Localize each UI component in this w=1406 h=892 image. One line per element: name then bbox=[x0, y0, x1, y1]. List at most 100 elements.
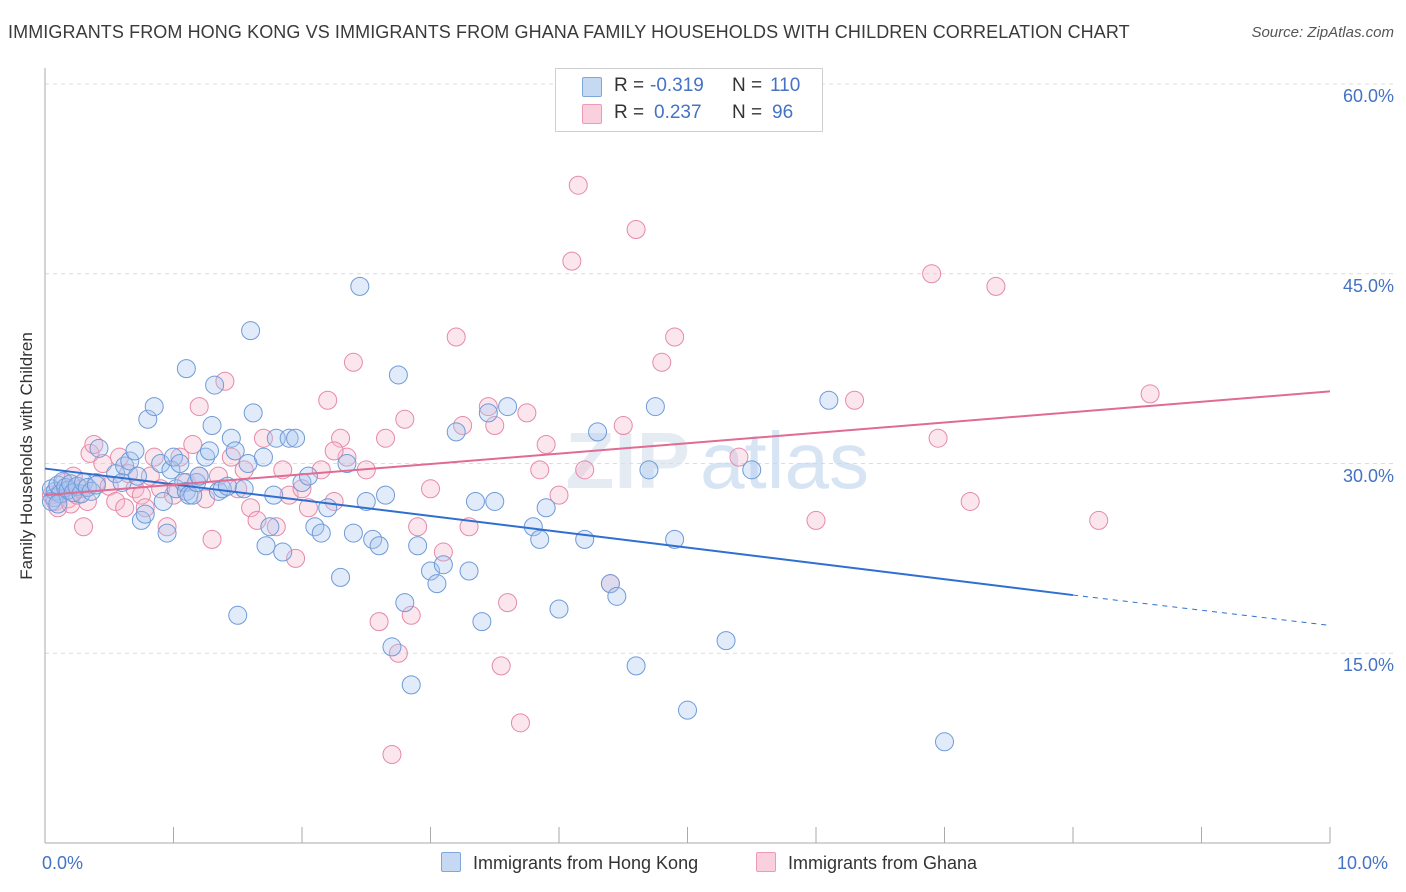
data-point-hongkong bbox=[819, 390, 839, 410]
data-point-hongkong bbox=[144, 397, 164, 417]
data-point-hongkong bbox=[665, 529, 685, 549]
data-point-hongkong bbox=[286, 428, 306, 448]
x-tick-label-min: 0.0% bbox=[42, 853, 84, 873]
data-point-hongkong bbox=[935, 732, 954, 752]
data-point-hongkong bbox=[311, 523, 331, 543]
y-tick-label: 30.0% bbox=[1342, 465, 1394, 486]
legend-swatch-hongkong bbox=[582, 77, 602, 97]
data-point-hongkong bbox=[115, 456, 135, 476]
data-point-hongkong bbox=[716, 631, 736, 651]
legend-n-label: N = bbox=[732, 75, 763, 96]
x-tick-label-max: 10.0% bbox=[1337, 853, 1389, 873]
data-point-hongkong bbox=[549, 599, 569, 619]
data-point-hongkong bbox=[170, 454, 190, 473]
data-point-ghana bbox=[376, 428, 396, 448]
data-point-hongkong bbox=[331, 567, 351, 587]
trend-line-hongkong-extension bbox=[1072, 594, 1331, 626]
data-point-ghana bbox=[395, 409, 415, 429]
data-point-hongkong bbox=[298, 466, 318, 486]
data-point-ghana bbox=[93, 454, 113, 473]
bottom-legend-hongkong: Immigrants from Hong Kong bbox=[441, 852, 698, 874]
data-point-ghana bbox=[408, 517, 428, 537]
data-point-ghana bbox=[331, 428, 351, 448]
data-point-ghana bbox=[960, 491, 980, 511]
data-point-ghana bbox=[1140, 384, 1160, 404]
data-point-hongkong bbox=[498, 397, 518, 417]
data-point-ghana bbox=[549, 485, 569, 505]
data-point-ghana bbox=[498, 593, 518, 613]
data-point-hongkong bbox=[199, 441, 219, 461]
legend-swatch-ghana bbox=[582, 104, 602, 124]
data-point-ghana bbox=[986, 276, 1006, 296]
data-point-hongkong bbox=[153, 491, 173, 511]
data-point-ghana bbox=[510, 713, 530, 733]
legend-n-label: N = bbox=[732, 102, 763, 123]
data-point-hongkong bbox=[459, 561, 479, 581]
data-point-hongkong bbox=[202, 416, 222, 436]
data-point-hongkong bbox=[626, 656, 646, 676]
axes bbox=[44, 68, 1331, 844]
data-point-ghana bbox=[84, 435, 104, 455]
trend-lines bbox=[44, 390, 1331, 626]
data-point-ghana bbox=[845, 390, 865, 410]
data-point-hongkong bbox=[128, 466, 148, 486]
data-point-ghana bbox=[652, 352, 672, 372]
data-point-hongkong bbox=[138, 409, 158, 429]
bottom-legend-swatch-hongkong bbox=[441, 852, 461, 872]
data-point-hongkong bbox=[465, 491, 485, 511]
data-point-hongkong bbox=[221, 428, 241, 448]
data-point-ghana bbox=[157, 517, 177, 537]
data-point-ghana bbox=[401, 605, 421, 625]
data-point-hongkong bbox=[395, 593, 415, 613]
bottom-legend-swatch-ghana bbox=[756, 852, 776, 872]
data-point-ghana bbox=[343, 352, 363, 372]
data-point-ghana bbox=[729, 447, 749, 467]
data-point-hongkong bbox=[401, 675, 421, 695]
data-point-ghana bbox=[382, 744, 402, 764]
legend-r-value: -0.319 bbox=[650, 75, 704, 96]
data-point-ghana bbox=[131, 485, 151, 505]
legend-r-value: 0.237 bbox=[654, 102, 702, 123]
data-point-hongkong bbox=[427, 574, 447, 594]
series-ghana bbox=[41, 175, 1160, 764]
correlation-legend: R = -0.319 N = 110 R = 0.237 N = 96 bbox=[555, 68, 823, 132]
data-point-hongkong bbox=[337, 454, 357, 473]
data-point-ghana bbox=[1089, 510, 1109, 530]
bottom-legend-ghana: Immigrants from Ghana bbox=[756, 852, 977, 874]
legend-n-value: 110 bbox=[770, 75, 801, 96]
data-point-hongkong bbox=[376, 485, 396, 505]
data-point-ghana bbox=[318, 390, 338, 410]
data-point-ghana bbox=[806, 510, 826, 530]
data-point-hongkong bbox=[253, 447, 273, 467]
data-point-ghana bbox=[241, 498, 261, 518]
data-point-ghana bbox=[536, 435, 556, 455]
data-point-hongkong bbox=[678, 700, 697, 720]
legend-n-value: 96 bbox=[772, 102, 794, 123]
data-point-hongkong bbox=[742, 460, 762, 480]
data-point-hongkong bbox=[225, 441, 245, 461]
data-point-hongkong bbox=[639, 460, 659, 480]
data-point-hongkong bbox=[478, 403, 498, 423]
data-point-hongkong bbox=[86, 475, 106, 495]
watermark-atlas: atlas bbox=[700, 416, 869, 505]
data-point-hongkong bbox=[205, 375, 225, 395]
data-point-ghana bbox=[491, 656, 511, 676]
bottom-legend-label-hongkong: Immigrants from Hong Kong bbox=[473, 853, 699, 873]
data-point-hongkong bbox=[48, 494, 68, 514]
data-point-hongkong bbox=[234, 479, 254, 499]
data-point-ghana bbox=[115, 498, 135, 518]
data-point-hongkong bbox=[343, 523, 363, 543]
data-point-hongkong bbox=[607, 586, 627, 606]
data-point-ghana bbox=[626, 219, 646, 239]
data-point-hongkong bbox=[530, 529, 550, 549]
watermark: ZIP atlas bbox=[566, 416, 869, 505]
data-point-ghana bbox=[575, 460, 595, 480]
data-point-ghana bbox=[202, 529, 222, 549]
data-point-hongkong bbox=[89, 438, 109, 458]
data-point-ghana bbox=[485, 416, 505, 436]
data-point-hongkong bbox=[388, 365, 408, 385]
data-point-ghana bbox=[266, 517, 286, 537]
legend-r-label: R = bbox=[614, 102, 645, 123]
data-point-ghana bbox=[369, 612, 389, 632]
data-point-hongkong bbox=[176, 359, 196, 379]
